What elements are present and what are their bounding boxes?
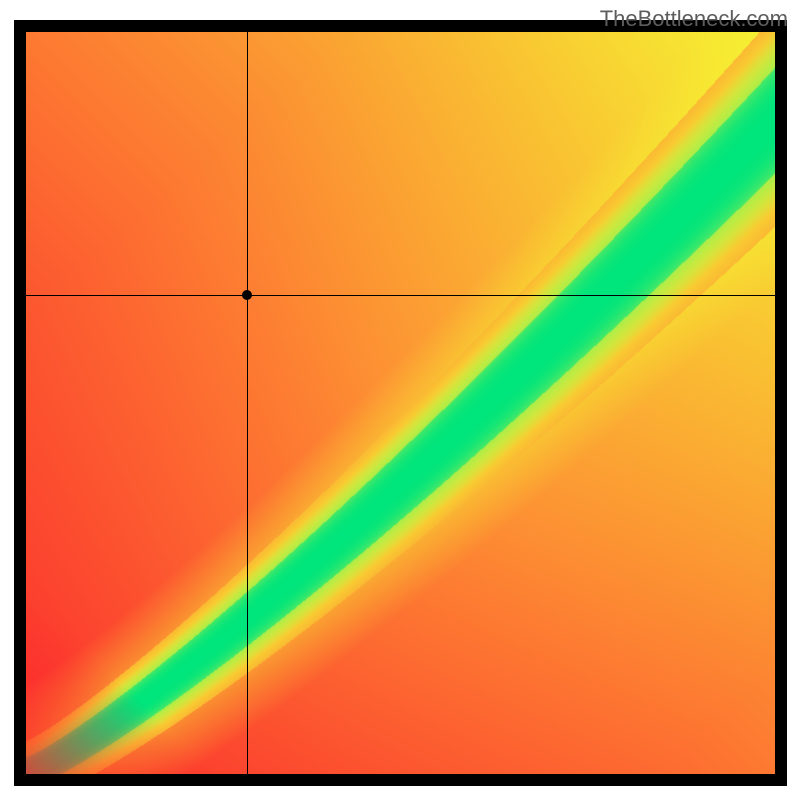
crosshair-vertical: [247, 32, 248, 774]
heatmap-canvas: [26, 32, 775, 774]
watermark-text: TheBottleneck.com: [600, 6, 788, 32]
plot-border: [14, 20, 787, 786]
crosshair-horizontal: [26, 295, 775, 296]
